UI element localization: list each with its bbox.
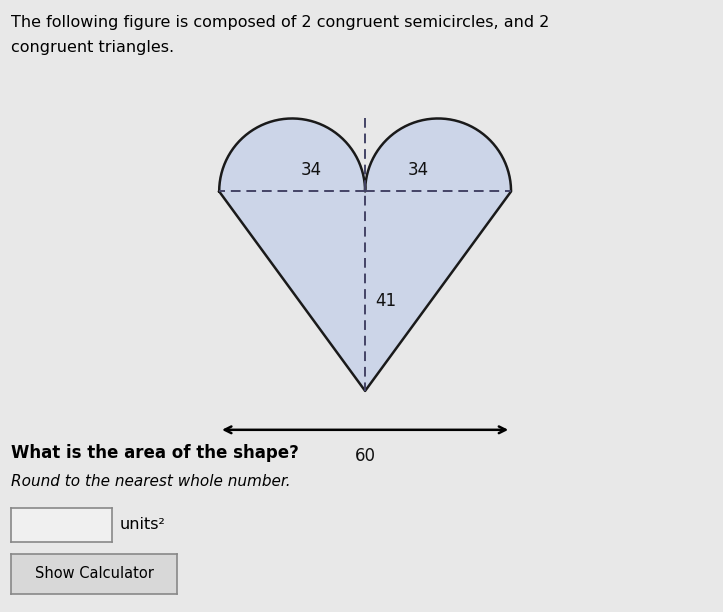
- Text: 34: 34: [408, 162, 429, 179]
- Text: The following figure is composed of 2 congruent semicircles, and 2: The following figure is composed of 2 co…: [11, 15, 549, 31]
- Text: 41: 41: [375, 292, 396, 310]
- Text: What is the area of the shape?: What is the area of the shape?: [11, 444, 299, 461]
- Text: 60: 60: [354, 447, 376, 465]
- Text: Round to the nearest whole number.: Round to the nearest whole number.: [11, 474, 291, 490]
- Polygon shape: [219, 119, 511, 391]
- Text: units²: units²: [119, 517, 165, 532]
- Text: 34: 34: [301, 162, 322, 179]
- Text: congruent triangles.: congruent triangles.: [11, 40, 174, 55]
- Text: Show Calculator: Show Calculator: [35, 566, 153, 581]
